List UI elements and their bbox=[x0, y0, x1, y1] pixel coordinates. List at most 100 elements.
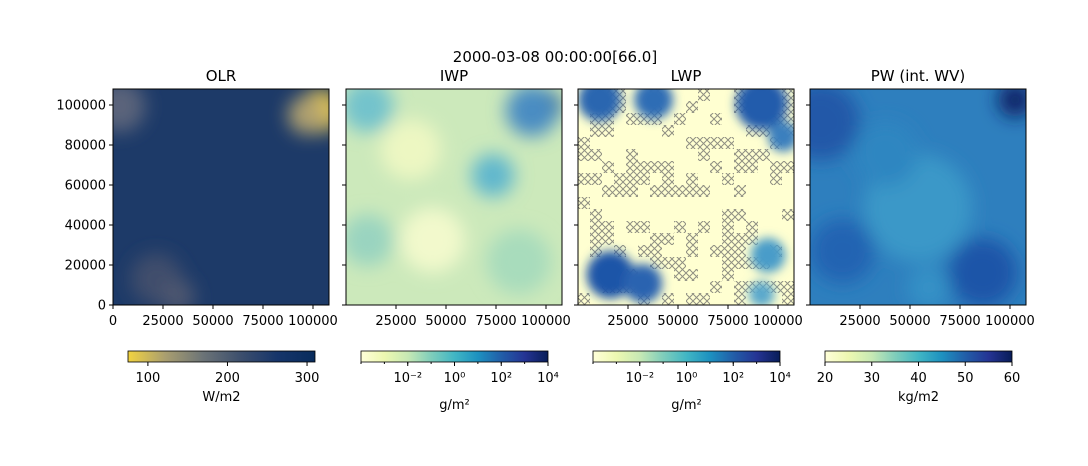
hatch-cell bbox=[578, 149, 590, 161]
x-tick-label: 25000 bbox=[607, 314, 648, 329]
x-tick-label: 75000 bbox=[707, 314, 748, 329]
hatch-cell bbox=[662, 173, 674, 185]
hatch-cell bbox=[734, 185, 746, 197]
hatch-cell bbox=[770, 173, 782, 185]
hatch-cell bbox=[734, 209, 746, 221]
heatmap-blob bbox=[346, 89, 394, 133]
x-tick-label: 25000 bbox=[375, 314, 416, 329]
hatch-cell bbox=[782, 161, 794, 173]
hatch-cell bbox=[782, 293, 794, 305]
axes-frame bbox=[809, 88, 1027, 306]
hatch-cell bbox=[578, 293, 590, 305]
hatch-cell bbox=[710, 281, 722, 293]
heatmap-blob bbox=[907, 266, 951, 305]
hatch-cell bbox=[710, 113, 722, 125]
x-tick-label: 100000 bbox=[521, 314, 571, 329]
hatch-cell bbox=[674, 113, 686, 125]
hatch-cell bbox=[734, 257, 746, 269]
colorbar-label: g/m² bbox=[439, 398, 470, 413]
colorbar-tick-label: 10² bbox=[722, 371, 744, 386]
colorbar: 100 200 300 W/m2 bbox=[127, 350, 320, 405]
hatch-cell bbox=[686, 293, 698, 305]
hatch-cell bbox=[602, 161, 614, 173]
hatch-cell bbox=[662, 257, 674, 269]
colorbar-gradient bbox=[592, 350, 781, 363]
hatch-cell bbox=[626, 149, 638, 161]
colorbar-label: g/m² bbox=[671, 398, 702, 413]
colorbar-tick-label: 10² bbox=[490, 371, 512, 386]
hatch-cell bbox=[674, 221, 686, 233]
colorbar-tick-label: 10⁻² bbox=[393, 371, 422, 386]
cloud-hatch-cells bbox=[578, 89, 794, 305]
panel-title: OLR bbox=[206, 67, 237, 85]
hatch-cell bbox=[590, 233, 602, 245]
heatmap-blob bbox=[853, 121, 918, 187]
heatmap-blob bbox=[578, 89, 622, 122]
hatch-cell bbox=[698, 185, 710, 197]
hatch-cell bbox=[602, 233, 614, 245]
hatch-cell bbox=[782, 209, 794, 221]
x-tick-label: 25000 bbox=[839, 314, 880, 329]
hatch-cell bbox=[686, 101, 698, 113]
heatmap-blob bbox=[346, 214, 394, 267]
axes-frame bbox=[345, 88, 563, 306]
x-tick-label: 0 bbox=[109, 314, 117, 329]
hatch-cell bbox=[650, 161, 662, 173]
hatch-cell bbox=[602, 125, 614, 137]
heatmap-blob bbox=[486, 229, 552, 295]
hatch-cell bbox=[746, 221, 758, 233]
hatch-cell bbox=[722, 137, 734, 149]
hatch-cell bbox=[638, 173, 650, 185]
colorbar-tick-label: 10⁰ bbox=[676, 371, 698, 386]
heatmap-field bbox=[346, 89, 562, 305]
hatch-cell bbox=[590, 209, 602, 221]
heatmap-blob bbox=[380, 119, 442, 180]
heatmap-blob bbox=[623, 263, 663, 303]
hatch-cell bbox=[674, 257, 686, 269]
hatch-cell bbox=[602, 185, 614, 197]
hatch-cell bbox=[590, 149, 602, 161]
heatmap-field bbox=[113, 89, 329, 305]
hatch-cell bbox=[698, 89, 710, 101]
heatmap-blob bbox=[287, 95, 327, 135]
heatmap-blobs bbox=[346, 89, 562, 295]
hatch-cell bbox=[626, 221, 638, 233]
y-tick-label: 100000 bbox=[56, 99, 106, 114]
x-tick-label: 75000 bbox=[475, 314, 516, 329]
colorbar-tick-label: 30 bbox=[863, 371, 880, 386]
heatmap-blobs bbox=[113, 89, 329, 305]
x-tick-label: 75000 bbox=[242, 314, 283, 329]
axes-frame bbox=[112, 88, 330, 306]
hatch-cell bbox=[698, 137, 710, 149]
hatch-cell bbox=[722, 269, 734, 281]
hatch-cell bbox=[662, 185, 674, 197]
colorbar-gradient bbox=[824, 350, 1013, 363]
colorbar-tick-label: 60 bbox=[1004, 371, 1021, 386]
hatch-cell bbox=[746, 149, 758, 161]
hatch-cell bbox=[722, 245, 734, 257]
heatmap-blob bbox=[750, 238, 786, 273]
axes-frame bbox=[577, 88, 795, 306]
colorbar-tick-label: 100 bbox=[135, 371, 160, 386]
heatmap-blob bbox=[748, 281, 775, 305]
y-tick-label: 40000 bbox=[65, 219, 106, 234]
colorbar-tick-label: 10⁴ bbox=[537, 371, 559, 386]
hatch-cell bbox=[590, 125, 602, 137]
panel-iwp: IWP 25000 50000 75000 100000 10⁻² 10⁰ 10² 10⁴ g/m… bbox=[342, 67, 571, 413]
hatch-cell bbox=[614, 185, 626, 197]
colorbar-tick-label: 300 bbox=[295, 371, 320, 386]
hatch-cell bbox=[662, 233, 674, 245]
hatch-cell bbox=[746, 161, 758, 173]
hatch-cell bbox=[578, 197, 590, 209]
colorbar-label: kg/m2 bbox=[898, 390, 939, 405]
hatch-cell bbox=[698, 293, 710, 305]
colorbar-tick-label: 10⁴ bbox=[769, 371, 791, 386]
colorbar-tick-label: 10⁰ bbox=[444, 371, 466, 386]
hatch-cell bbox=[638, 161, 650, 173]
hatch-cell bbox=[590, 173, 602, 185]
colorbar: 20 30 40 50 60 kg/m2 bbox=[817, 350, 1021, 405]
heatmap-blob bbox=[160, 279, 196, 305]
x-tick-label: 75000 bbox=[939, 314, 980, 329]
hatch-cell bbox=[626, 113, 638, 125]
hatch-cell bbox=[578, 137, 590, 149]
